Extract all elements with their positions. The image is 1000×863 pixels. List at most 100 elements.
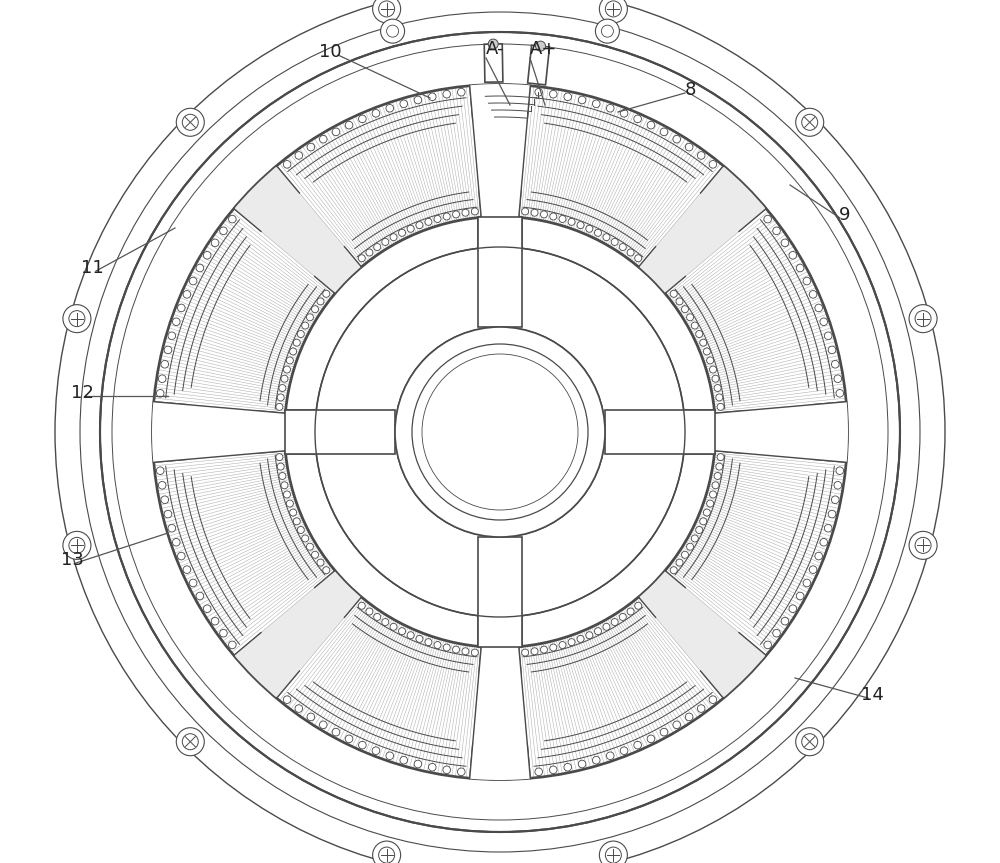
Circle shape (359, 741, 366, 749)
Circle shape (773, 227, 780, 235)
Circle shape (414, 760, 422, 768)
Circle shape (462, 209, 469, 217)
Circle shape (203, 605, 211, 613)
Circle shape (540, 211, 547, 217)
Circle shape (601, 25, 613, 37)
Polygon shape (152, 401, 286, 463)
Circle shape (620, 746, 628, 754)
Circle shape (428, 764, 436, 771)
Circle shape (834, 375, 842, 382)
Circle shape (488, 39, 498, 49)
Circle shape (390, 234, 397, 241)
Circle shape (716, 463, 723, 470)
Circle shape (382, 238, 389, 245)
Circle shape (177, 552, 185, 560)
Circle shape (152, 84, 848, 780)
Circle shape (599, 841, 627, 863)
Circle shape (407, 632, 414, 639)
Circle shape (796, 592, 804, 600)
Circle shape (277, 463, 284, 470)
Circle shape (789, 605, 797, 613)
Circle shape (386, 104, 394, 112)
Circle shape (831, 361, 839, 368)
Circle shape (312, 551, 319, 558)
Circle shape (276, 454, 283, 461)
Circle shape (323, 290, 330, 297)
Circle shape (416, 222, 423, 229)
Circle shape (283, 366, 290, 373)
Circle shape (549, 766, 557, 773)
Circle shape (395, 327, 605, 537)
Circle shape (691, 535, 698, 542)
Circle shape (220, 227, 227, 235)
Circle shape (717, 454, 724, 461)
Text: 13: 13 (61, 551, 83, 569)
Circle shape (416, 635, 423, 642)
Circle shape (619, 243, 626, 250)
Circle shape (781, 239, 789, 247)
Circle shape (211, 239, 219, 247)
Circle shape (789, 251, 797, 259)
Circle shape (358, 602, 365, 609)
Circle shape (297, 526, 304, 533)
Circle shape (809, 291, 817, 298)
Circle shape (559, 641, 566, 648)
Circle shape (712, 482, 719, 488)
Circle shape (592, 100, 600, 108)
Circle shape (564, 764, 572, 771)
Polygon shape (285, 410, 395, 454)
Text: 9: 9 (839, 206, 851, 224)
Polygon shape (478, 537, 522, 647)
Circle shape (283, 491, 290, 498)
Circle shape (382, 619, 389, 626)
Circle shape (815, 552, 823, 560)
Circle shape (374, 614, 381, 620)
Circle shape (578, 760, 586, 768)
Circle shape (712, 375, 719, 382)
Circle shape (312, 306, 319, 312)
Circle shape (522, 649, 529, 656)
Circle shape (707, 500, 714, 507)
Circle shape (279, 385, 286, 392)
Circle shape (277, 394, 284, 401)
Circle shape (387, 25, 399, 37)
Circle shape (685, 143, 693, 151)
Circle shape (281, 375, 288, 382)
Circle shape (176, 108, 204, 136)
Circle shape (372, 746, 380, 754)
Circle shape (909, 305, 937, 332)
Circle shape (809, 566, 817, 573)
Circle shape (676, 559, 683, 566)
Circle shape (550, 644, 557, 651)
Circle shape (156, 389, 164, 397)
Circle shape (670, 290, 677, 297)
Polygon shape (153, 450, 335, 656)
Text: A-: A- (486, 40, 505, 58)
Circle shape (290, 348, 297, 355)
Circle shape (374, 243, 381, 250)
Circle shape (462, 648, 469, 655)
Circle shape (577, 635, 584, 642)
Circle shape (619, 614, 626, 620)
Circle shape (681, 306, 688, 312)
Circle shape (606, 752, 614, 759)
Circle shape (306, 543, 313, 551)
Circle shape (443, 644, 450, 651)
Circle shape (687, 543, 694, 551)
Circle shape (366, 249, 373, 256)
Circle shape (909, 532, 937, 559)
Circle shape (366, 608, 373, 615)
Circle shape (276, 403, 283, 411)
Circle shape (635, 255, 642, 261)
Circle shape (317, 559, 324, 566)
Circle shape (428, 93, 436, 101)
Circle shape (796, 108, 824, 136)
Circle shape (164, 510, 172, 518)
Circle shape (399, 230, 406, 236)
Circle shape (696, 526, 703, 533)
Circle shape (824, 332, 832, 339)
Circle shape (211, 617, 219, 625)
Circle shape (156, 467, 164, 475)
Circle shape (400, 756, 408, 764)
Circle shape (332, 128, 340, 135)
